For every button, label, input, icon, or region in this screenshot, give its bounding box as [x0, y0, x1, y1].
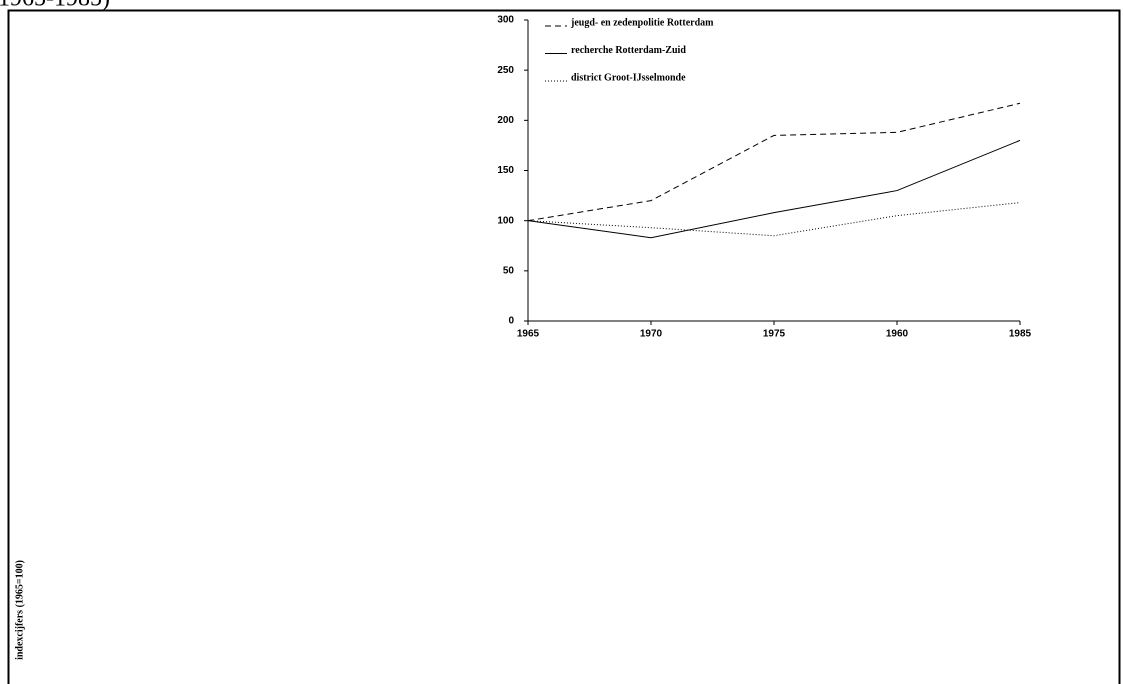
y-tick-label: 50	[503, 265, 515, 276]
x-tick-label: 1970	[640, 329, 663, 340]
x-tick-label: 1960	[886, 329, 909, 340]
legend-label: recherche Rotterdam-Zuid	[571, 45, 686, 56]
x-tick-label: 1975	[763, 329, 786, 340]
legend-label: district Groot-IJsselmonde	[571, 72, 686, 83]
y-tick-label: 200	[497, 115, 514, 126]
line	[527, 102, 1021, 222]
y-tick-label: 150	[497, 165, 514, 176]
y-tick-label: 100	[497, 215, 514, 226]
line	[527, 202, 1021, 237]
frame	[7, 9, 1121, 684]
x-tick-label: 1985	[1009, 329, 1032, 340]
y-tick-label: 0	[508, 316, 514, 327]
x-tick-label: 1965	[517, 329, 540, 340]
y-tick-label: 250	[497, 65, 514, 76]
chart-title: 1965-1985)	[0, 0, 110, 12]
y-axis-label: indexcijfers (1965=100)	[14, 560, 25, 660]
y-tick-label: 300	[497, 15, 514, 26]
legend-label: jeugd- en zedenpolitie Rotterdam	[570, 17, 714, 28]
line	[527, 139, 1021, 239]
